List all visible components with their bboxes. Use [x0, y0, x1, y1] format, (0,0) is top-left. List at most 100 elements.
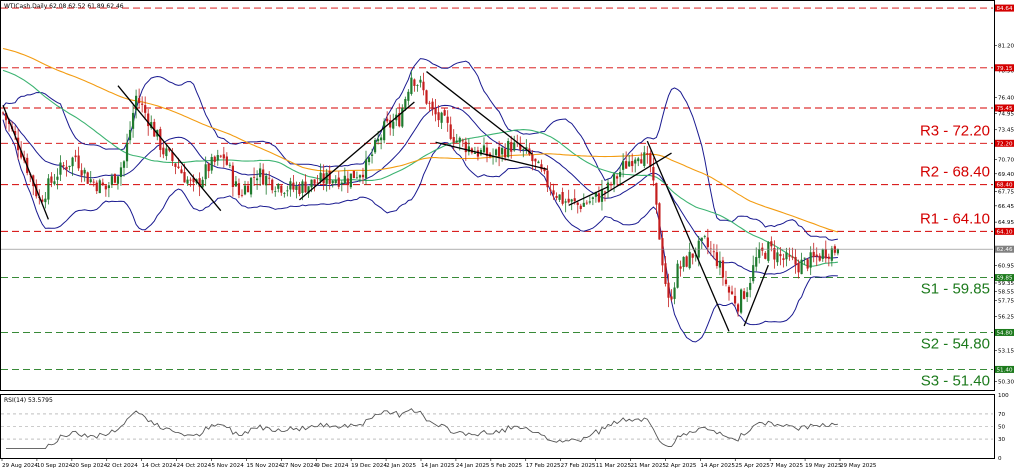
candle-body — [652, 166, 655, 181]
candle-body — [579, 205, 582, 210]
candle-body — [700, 237, 703, 241]
candle-body — [425, 90, 428, 104]
candle-body — [128, 129, 132, 141]
price-axis-tick-label: 78.90 — [998, 68, 1014, 74]
candle-body — [782, 258, 785, 260]
candle-body — [141, 103, 144, 105]
candle-body — [171, 151, 174, 161]
candle-body — [80, 170, 83, 176]
candle-body — [631, 160, 634, 167]
candle-body — [292, 182, 295, 190]
candle-body — [758, 249, 761, 258]
candle-body — [694, 255, 697, 257]
candle-body — [682, 256, 685, 268]
rsi-axis-tick-label: 70 — [998, 412, 1006, 418]
candle-body — [225, 156, 228, 165]
candle-body — [718, 260, 722, 268]
candle-body — [501, 147, 504, 155]
candle-body — [534, 158, 537, 162]
candle-body — [65, 166, 68, 170]
candle-body — [821, 249, 824, 259]
candle-body — [364, 159, 368, 179]
candle-body — [537, 161, 540, 164]
candle-body — [304, 181, 307, 193]
candle-body — [74, 155, 77, 158]
candle-body — [116, 176, 120, 184]
candle-body — [479, 150, 483, 155]
candle-body — [222, 154, 225, 159]
date-axis-tick-label: 11 Mar 2025 — [596, 463, 632, 469]
candle-body — [446, 116, 449, 123]
candle-body — [213, 156, 216, 162]
candle-body — [301, 181, 304, 193]
candle-body — [392, 121, 395, 129]
candle-body — [14, 131, 17, 136]
candle-body — [434, 107, 437, 115]
price-tag-label: 72.20 — [997, 141, 1013, 147]
date-axis-tick-label: 10 Sep 2024 — [37, 463, 73, 469]
candle-body — [398, 113, 401, 127]
candle-body — [131, 112, 135, 129]
candle-body — [401, 107, 404, 127]
candle-body — [68, 165, 71, 167]
candle-body — [836, 249, 839, 254]
price-axis-tick-label: 57.75 — [998, 298, 1014, 304]
date-axis-tick-label: 2 Apr 2025 — [665, 463, 696, 469]
candle-body — [582, 202, 585, 207]
candle-body — [144, 105, 147, 113]
candle-body — [389, 120, 392, 128]
candle-body — [549, 189, 552, 191]
candle-body — [92, 181, 95, 183]
price-axis-tick-label: 67.75 — [998, 190, 1014, 196]
candle-body — [367, 157, 371, 163]
candle-body — [370, 154, 374, 156]
candle-body — [755, 257, 758, 267]
candle-body — [609, 183, 613, 186]
candle-body — [383, 121, 386, 141]
candle-body — [736, 304, 740, 312]
candle-body — [458, 137, 461, 143]
trendline — [435, 141, 548, 171]
ma-green-line — [2, 69, 838, 267]
candle-body — [824, 249, 827, 259]
candle-body — [107, 185, 110, 189]
candle-body — [531, 154, 534, 162]
candle-body — [567, 198, 570, 203]
candle-body — [337, 177, 340, 187]
date-axis-tick-label: 9 Dec 2024 — [316, 463, 349, 469]
candle-body — [4, 113, 8, 121]
date-axis-tick-label: 29 Aug 2024 — [2, 463, 38, 469]
candle-body — [504, 148, 507, 158]
candle-body — [44, 198, 47, 203]
price-tag — [995, 365, 1014, 373]
candle-body — [449, 124, 452, 139]
candle-body — [827, 256, 830, 259]
candle-body — [788, 255, 791, 257]
candle-body — [328, 171, 331, 184]
date-axis-tick-label: 5 Feb 2025 — [491, 463, 523, 469]
candle-body — [265, 175, 268, 186]
candle-body — [646, 153, 649, 155]
s3-level-label: S3 - 51.40 — [921, 372, 990, 389]
r2-level-label: R2 - 68.40 — [920, 164, 990, 181]
candle-body — [271, 179, 274, 191]
date-axis-tick-label: 19 May 2025 — [805, 463, 842, 469]
candle-body — [830, 248, 833, 261]
candle-body — [603, 191, 607, 193]
candle-body — [210, 157, 213, 171]
price-axis-tick-label: 70.70 — [998, 158, 1014, 164]
price-tag — [995, 64, 1014, 72]
candle-body — [334, 180, 337, 184]
candle-body — [519, 144, 522, 150]
candle-body — [207, 163, 210, 172]
candle-body — [346, 178, 349, 185]
s1-level-label: S1 - 59.85 — [921, 281, 990, 298]
date-axis-tick-label: 24 Jan 2025 — [456, 463, 490, 469]
candle-body — [752, 265, 755, 282]
date-axis-tick-label: 15 Nov 2024 — [246, 463, 282, 469]
price-tag — [995, 328, 1014, 336]
candle-body — [41, 199, 44, 202]
candle-body — [59, 162, 62, 175]
